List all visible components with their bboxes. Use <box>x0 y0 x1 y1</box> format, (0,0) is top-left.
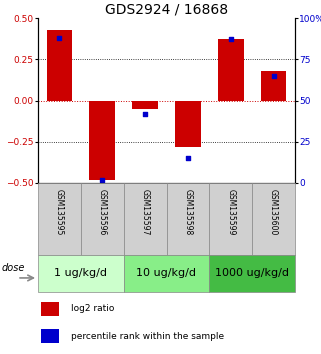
Point <box>185 155 190 161</box>
Bar <box>38 255 124 292</box>
Bar <box>252 183 295 255</box>
Bar <box>124 255 209 292</box>
Bar <box>132 101 158 109</box>
Bar <box>209 255 295 292</box>
Bar <box>209 183 252 255</box>
Bar <box>124 183 167 255</box>
Text: GSM135597: GSM135597 <box>141 189 150 235</box>
Text: GSM135596: GSM135596 <box>98 189 107 235</box>
Bar <box>40 329 58 343</box>
Text: percentile rank within the sample: percentile rank within the sample <box>71 331 224 341</box>
Text: GSM135599: GSM135599 <box>226 189 235 235</box>
Text: dose: dose <box>2 263 25 273</box>
Bar <box>90 101 115 180</box>
Bar <box>175 101 201 147</box>
Text: GSM135595: GSM135595 <box>55 189 64 235</box>
Text: 1 ug/kg/d: 1 ug/kg/d <box>54 268 107 279</box>
Bar <box>218 39 244 101</box>
Point <box>228 36 233 42</box>
Text: GSM135600: GSM135600 <box>269 189 278 235</box>
Bar <box>47 29 72 101</box>
Point <box>57 35 62 41</box>
Bar <box>167 183 209 255</box>
Point <box>100 177 105 183</box>
Title: GDS2924 / 16868: GDS2924 / 16868 <box>105 3 228 17</box>
Point <box>271 73 276 79</box>
Bar <box>81 183 124 255</box>
Bar <box>38 183 81 255</box>
Bar <box>261 71 286 101</box>
Text: 10 ug/kg/d: 10 ug/kg/d <box>136 268 196 279</box>
Text: log2 ratio: log2 ratio <box>71 304 115 313</box>
Text: GSM135598: GSM135598 <box>183 189 192 235</box>
Bar <box>40 302 58 315</box>
Text: 1000 ug/kg/d: 1000 ug/kg/d <box>215 268 289 279</box>
Point <box>143 111 148 116</box>
